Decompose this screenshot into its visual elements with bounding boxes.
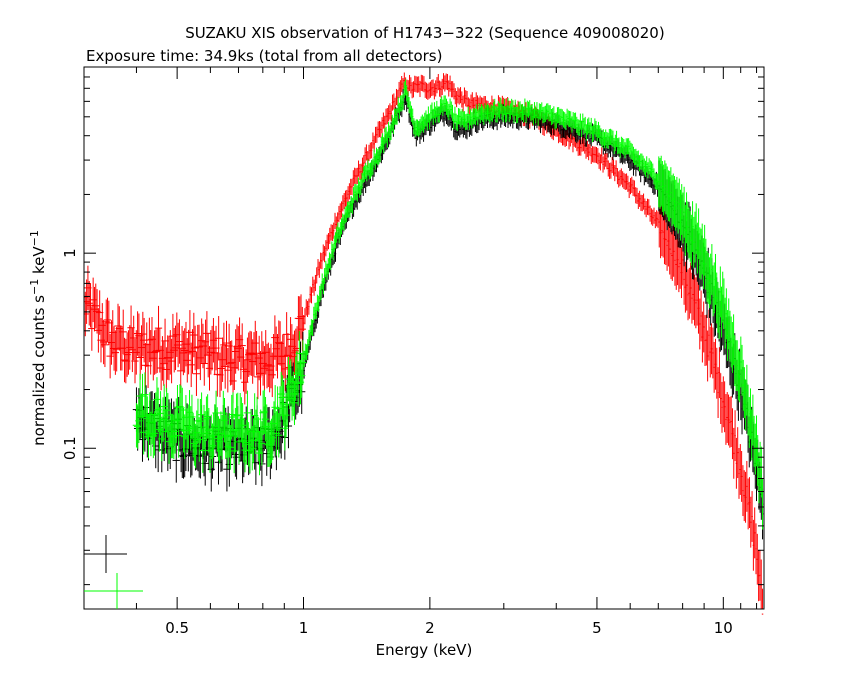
- y-axis-label: normalized counts s−1 keV−1: [28, 230, 48, 446]
- y-axis-label-mid: keV: [30, 246, 48, 279]
- series-0: [83, 72, 764, 615]
- y-tick-labels: 0.11: [61, 248, 79, 460]
- series-1: [132, 88, 764, 540]
- chart-subtitle: Exposure time: 34.9ks (total from all de…: [86, 47, 442, 65]
- axis-ticks: [83, 67, 764, 609]
- y-tick-label-group: 1: [61, 248, 79, 258]
- x-tick-label: 0.5: [165, 619, 189, 637]
- x-tick-labels: 0.5 1 2 5 10: [165, 619, 733, 637]
- y-tick-label: 1: [61, 248, 79, 258]
- y-axis-label-sup2: −1: [28, 230, 41, 246]
- chart-title: SUZAKU XIS observation of H1743−322 (Seq…: [185, 24, 664, 42]
- y-tick-label-group: 0.1: [61, 436, 79, 460]
- x-tick-label: 2: [425, 619, 435, 637]
- x-axis-label: Energy (keV): [376, 641, 473, 659]
- x-tick-label: 10: [714, 619, 733, 637]
- error-bar-legend: [84, 535, 143, 609]
- x-tick-label: 1: [299, 619, 309, 637]
- plot-frame: [83, 66, 765, 610]
- y-axis-label-sup1: −1: [28, 279, 41, 295]
- y-axis-label-main: normalized counts s: [30, 295, 48, 446]
- y-tick-label: 0.1: [61, 436, 79, 460]
- series-2: [132, 79, 764, 530]
- data-series-layer: [83, 72, 764, 615]
- x-tick-label: 5: [592, 619, 602, 637]
